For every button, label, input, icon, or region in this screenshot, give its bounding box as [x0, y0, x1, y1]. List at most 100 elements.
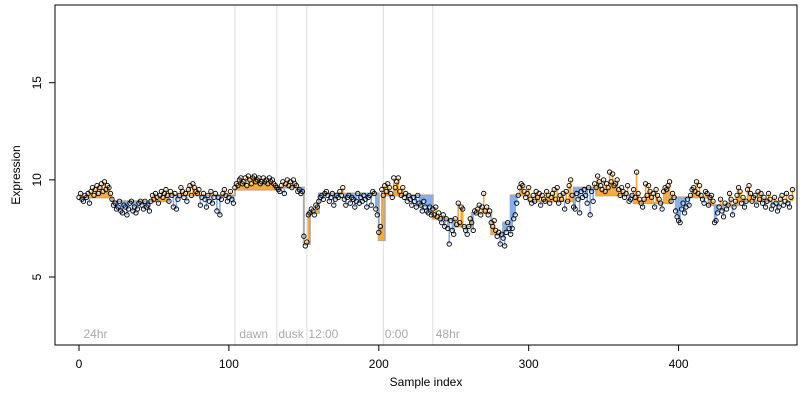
data-point [524, 190, 530, 197]
data-point [176, 192, 183, 199]
x-axis: 0 100 200 300 400 [76, 344, 689, 371]
data-point [743, 198, 749, 204]
data-point [491, 218, 497, 224]
data-point [182, 190, 189, 197]
data-points [76, 169, 796, 249]
data-point [645, 183, 652, 189]
data-point [771, 194, 778, 200]
data-point [484, 204, 490, 210]
data-point [530, 192, 536, 199]
data-point [562, 206, 568, 212]
data-point [719, 208, 725, 214]
data-point [729, 212, 736, 218]
data-point [146, 208, 153, 214]
data-point [299, 188, 305, 195]
data-point [590, 198, 596, 204]
data-point [173, 206, 180, 212]
data-point [515, 192, 521, 199]
x-tick-label: 300 [519, 357, 539, 371]
data-point [451, 231, 457, 237]
x-tick-label: 200 [369, 357, 389, 371]
data-point [338, 192, 344, 199]
data-point [547, 200, 553, 206]
data-point [371, 190, 377, 197]
x-axis-label: Sample index [390, 375, 463, 389]
data-point [741, 204, 748, 210]
segment-label: 12:00 [308, 327, 338, 341]
data-point [759, 200, 766, 206]
data-point [436, 210, 442, 216]
data-point [469, 219, 475, 226]
data-point [460, 206, 466, 212]
data-point [166, 198, 172, 204]
data-point [214, 208, 220, 214]
data-point [581, 186, 587, 193]
data-point [119, 210, 126, 216]
data-point [710, 198, 716, 204]
data-point [659, 206, 665, 212]
data-point [395, 175, 401, 181]
data-point [532, 198, 538, 204]
data-point [761, 194, 767, 200]
data-point [582, 192, 589, 199]
data-point [575, 196, 581, 202]
data-point [497, 241, 503, 247]
data-point [512, 212, 518, 218]
data-point [788, 194, 794, 200]
data-point [235, 183, 241, 189]
data-point [374, 212, 380, 218]
data-point [756, 196, 763, 202]
data-point [576, 210, 583, 216]
data-point [248, 181, 255, 187]
data-point [746, 183, 752, 189]
data-point [708, 192, 715, 199]
data-point [602, 188, 608, 195]
data-point [116, 198, 123, 204]
data-point [617, 192, 623, 199]
data-point [684, 196, 691, 202]
data-point [373, 206, 379, 212]
data-point [433, 204, 439, 210]
y-tick-label: 15 [30, 76, 44, 90]
data-point [217, 212, 223, 218]
data-point [671, 194, 677, 200]
data-point [584, 200, 590, 206]
data-point [623, 190, 629, 197]
data-point [490, 223, 496, 230]
data-point [172, 190, 178, 197]
data-point [355, 190, 361, 197]
data-point [383, 188, 389, 195]
data-point [202, 196, 208, 202]
data-point [569, 192, 575, 199]
data-point [329, 190, 335, 197]
x-tick-label: 400 [669, 357, 689, 371]
data-point [789, 186, 796, 193]
data-point [717, 196, 724, 202]
data-point [409, 202, 415, 208]
data-point [368, 202, 374, 208]
data-point [639, 204, 646, 210]
data-point [672, 208, 679, 214]
data-point [726, 190, 733, 197]
data-point [184, 198, 190, 204]
data-point [753, 202, 760, 208]
data-point [364, 204, 370, 210]
data-point [786, 204, 793, 210]
data-point [107, 190, 114, 197]
data-point [320, 196, 326, 202]
data-point [605, 184, 611, 191]
data-point [197, 202, 204, 208]
segment-labels: 24hr dawn dusk 12:00 0:00 48hr [83, 327, 459, 341]
y-tick-label: 10 [30, 173, 44, 187]
data-point [352, 204, 358, 210]
data-point [413, 204, 419, 210]
data-point [554, 184, 560, 191]
data-point [758, 190, 764, 197]
data-point [641, 196, 647, 202]
data-point [115, 204, 121, 210]
data-point [752, 192, 758, 199]
data-point [572, 206, 578, 212]
data-point [376, 229, 382, 235]
data-point [500, 235, 506, 241]
data-point [439, 219, 445, 226]
